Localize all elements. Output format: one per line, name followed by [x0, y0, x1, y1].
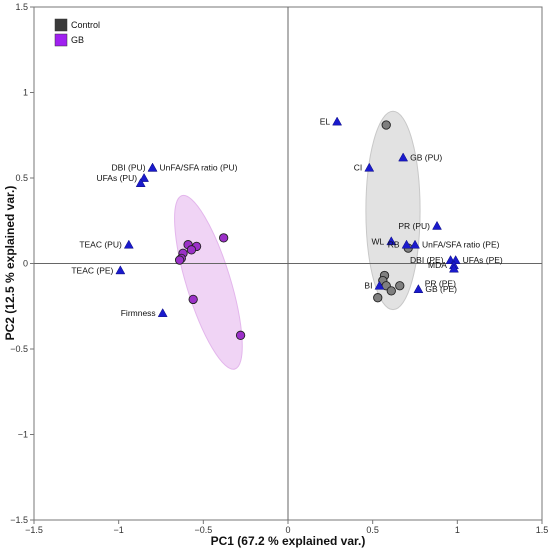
variable-label: UFAs (PE): [463, 255, 503, 265]
control-point: [381, 120, 391, 130]
x-axis-title: PC1 (67.2 % explained var.): [211, 534, 366, 548]
gb-legend-swatch: [54, 33, 68, 47]
x-tick-label: −1: [114, 525, 124, 535]
x-tick-label: 0.5: [366, 525, 379, 535]
variable-markers: EL CI GB (PU) DBI (PU) UnFA/SFA ratio (PU) UF…: [71, 116, 503, 318]
variable-marker: [135, 178, 146, 187]
y-tick-label: −1.5: [10, 515, 28, 525]
variable-label: TEAC (PE): [71, 265, 113, 275]
variable-label: BI: [364, 281, 372, 291]
control-ellipse: [365, 110, 421, 311]
gb-point: [186, 245, 197, 255]
variable-label: WL: [372, 236, 385, 246]
y-tick-label: 0.5: [15, 173, 28, 183]
variable-marker: [139, 172, 149, 182]
variable-label: PR (PE): [425, 279, 456, 289]
control-legend-swatch: [54, 18, 68, 32]
gb-point: [174, 255, 185, 265]
control-point: [386, 286, 396, 296]
variable-marker: [386, 236, 397, 246]
variable-marker: [332, 116, 343, 126]
x-tick-label: 1.5: [536, 525, 549, 535]
control-point: [395, 281, 405, 291]
gb-ellipse: [174, 194, 243, 370]
variable-marker: [147, 162, 158, 172]
variable-marker: [410, 239, 420, 249]
variable-label: PR (PU): [398, 221, 430, 231]
legend: Control GB: [54, 18, 100, 47]
variable-marker: [374, 280, 385, 290]
y-tick-label: −1: [18, 430, 28, 440]
variable-label: UnFA/SFA ratio (PE): [422, 240, 500, 250]
variable-label: GB (PU): [410, 152, 442, 162]
control-point: [373, 293, 383, 303]
gb-points: [174, 233, 246, 340]
variable-label: Firmness: [121, 308, 156, 318]
variable-marker: [398, 152, 409, 162]
variable-marker: [449, 263, 459, 273]
variable-label: MDA: [428, 260, 447, 270]
variable-label: CI: [354, 163, 363, 173]
variable-label: GB (PE): [425, 284, 457, 294]
variable-label: UFAs (PU): [96, 173, 137, 183]
variable-label: RB: [388, 240, 400, 250]
y-tick-label: 1.5: [15, 2, 28, 12]
gb-point: [219, 233, 229, 243]
variable-marker: [413, 284, 424, 293]
gb-legend-label: GB: [71, 35, 84, 45]
x-tick-label: 0: [285, 525, 290, 535]
gb-point: [188, 294, 198, 305]
variable-marker: [432, 220, 442, 230]
variable-marker: [364, 162, 375, 172]
x-tick-label: 1: [455, 525, 460, 535]
variable-marker: [157, 308, 168, 317]
y-axis-title: PC2 (12.5 % explained var.): [3, 186, 17, 341]
y-tick-label: 1: [23, 88, 28, 98]
variable-label: DBI (PE): [410, 255, 444, 265]
variable-marker: [123, 239, 134, 249]
control-legend-label: Control: [71, 20, 100, 30]
x-tick-label: −0.5: [194, 525, 212, 535]
variable-label: EL: [320, 117, 331, 127]
variable-label: TEAC (PU): [79, 240, 122, 250]
axis-ticks: −1.5 −1 −0.5 0 0.5 1 1.5 −1.5 −1 −0.5 0 0.5 1 1.5: [10, 2, 548, 535]
y-tick-label: −0.5: [10, 344, 28, 354]
variable-marker: [115, 265, 126, 275]
y-tick-label: 0: [23, 259, 28, 269]
gb-point: [235, 330, 246, 340]
variable-marker: [401, 239, 412, 249]
x-tick-label: −1.5: [25, 525, 43, 535]
variable-label: DBI (PU): [112, 163, 146, 173]
variable-label: UnFA/SFA ratio (PU): [160, 163, 238, 173]
